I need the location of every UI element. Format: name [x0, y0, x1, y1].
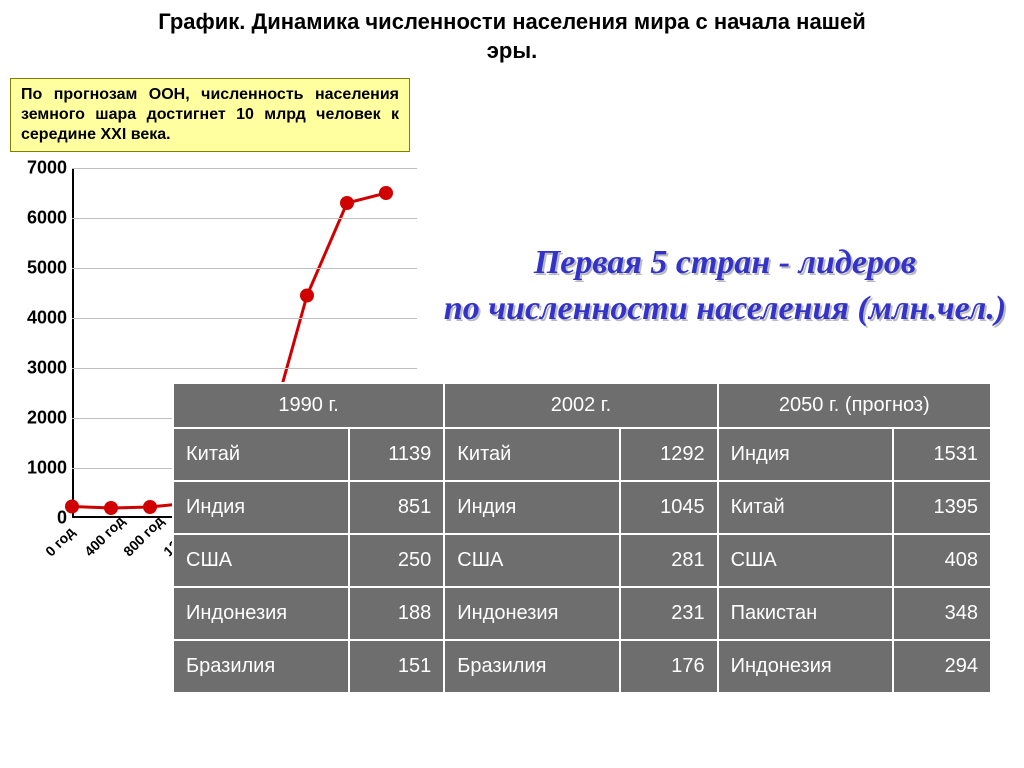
- callout-text: По прогнозам ООН, численность населения …: [21, 86, 399, 143]
- table-row: Индия851Индия1045Китай1395: [173, 481, 991, 534]
- value-cell: 231: [620, 587, 718, 640]
- table-header-2050: 2050 г. (прогноз): [718, 383, 991, 428]
- country-cell: Китай: [173, 428, 349, 481]
- y-tick-label: 1000: [27, 458, 67, 479]
- country-cell: Индия: [718, 428, 894, 481]
- table-row: Китай1139Китай1292Индия1531: [173, 428, 991, 481]
- x-tick-label: 400 год: [81, 513, 128, 560]
- country-cell: Индонезия: [173, 587, 349, 640]
- value-cell: 281: [620, 534, 718, 587]
- country-cell: Индонезия: [444, 587, 620, 640]
- y-tick-label: 2000: [27, 408, 67, 429]
- country-cell: Китай: [444, 428, 620, 481]
- table-body: Китай1139Китай1292Индия1531Индия851Индия…: [173, 428, 991, 693]
- country-cell: Индонезия: [718, 640, 894, 693]
- chart-marker: [379, 186, 393, 200]
- gridline: [72, 218, 417, 219]
- value-cell: 1531: [893, 428, 991, 481]
- x-tick-label: 800 год: [120, 513, 167, 560]
- title-line-2: эры.: [487, 38, 538, 63]
- y-tick-label: 7000: [27, 158, 67, 179]
- value-cell: 348: [893, 587, 991, 640]
- value-cell: 151: [349, 640, 444, 693]
- subtitle-line-2: по численности населения (млн.чел.): [444, 290, 1006, 327]
- value-cell: 1045: [620, 481, 718, 534]
- value-cell: 1292: [620, 428, 718, 481]
- y-tick-label: 4000: [27, 308, 67, 329]
- country-cell: Индия: [173, 481, 349, 534]
- y-tick-label: 6000: [27, 208, 67, 229]
- main-title: График. Динамика численности населения м…: [0, 8, 1024, 65]
- gridline: [72, 318, 417, 319]
- value-cell: 294: [893, 640, 991, 693]
- table-row: США250США281США408: [173, 534, 991, 587]
- subtitle-line-1: Первая 5 стран - лидеров: [534, 244, 916, 281]
- gridline: [72, 368, 417, 369]
- country-cell: Китай: [718, 481, 894, 534]
- country-cell: США: [718, 534, 894, 587]
- chart-marker: [300, 289, 314, 303]
- country-cell: США: [173, 534, 349, 587]
- table-header-1990: 1990 г.: [173, 383, 444, 428]
- table-row: Индонезия188Индонезия231Пакистан348: [173, 587, 991, 640]
- leaders-table: 1990 г. 2002 г. 2050 г. (прогноз) Китай1…: [172, 382, 992, 694]
- y-tick-label: 5000: [27, 258, 67, 279]
- country-cell: Бразилия: [173, 640, 349, 693]
- country-cell: США: [444, 534, 620, 587]
- value-cell: 1139: [349, 428, 444, 481]
- chart-marker: [340, 196, 354, 210]
- value-cell: 851: [349, 481, 444, 534]
- gridline: [72, 268, 417, 269]
- subtitle: Первая 5 стран - лидеров по численности …: [430, 240, 1020, 332]
- chart-marker: [65, 500, 79, 514]
- value-cell: 250: [349, 534, 444, 587]
- table-header-2002: 2002 г.: [444, 383, 717, 428]
- country-cell: Бразилия: [444, 640, 620, 693]
- country-cell: Пакистан: [718, 587, 894, 640]
- country-cell: Индия: [444, 481, 620, 534]
- y-tick-label: 3000: [27, 358, 67, 379]
- value-cell: 1395: [893, 481, 991, 534]
- value-cell: 188: [349, 587, 444, 640]
- table-header-row: 1990 г. 2002 г. 2050 г. (прогноз): [173, 383, 991, 428]
- value-cell: 176: [620, 640, 718, 693]
- forecast-callout: По прогнозам ООН, численность населения …: [10, 78, 410, 152]
- gridline: [72, 168, 417, 169]
- value-cell: 408: [893, 534, 991, 587]
- table-row: Бразилия151Бразилия176Индонезия294: [173, 640, 991, 693]
- title-line-1: График. Динамика численности населения м…: [158, 9, 866, 34]
- x-tick-label: 0 год: [42, 524, 78, 560]
